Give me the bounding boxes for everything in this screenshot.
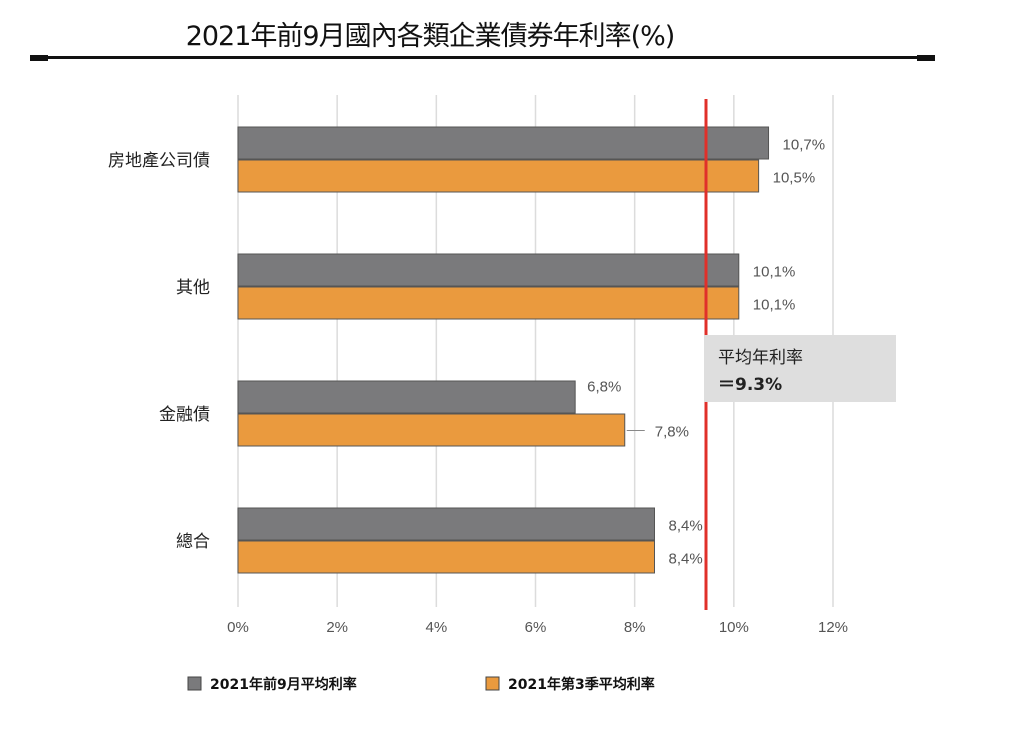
- average-annotation-title: 平均年利率: [718, 348, 803, 368]
- x-tick-label: 6%: [525, 619, 547, 636]
- x-tick-label: 4%: [425, 619, 447, 636]
- bar-ytd: [237, 126, 770, 160]
- data-label: 6,8%: [587, 379, 621, 396]
- x-tick-label: 12%: [818, 619, 848, 636]
- category-label: 其他: [176, 278, 210, 298]
- bar-ytd: [237, 253, 740, 287]
- x-tick-label: 2%: [326, 619, 348, 636]
- legend-swatch: [187, 676, 202, 691]
- x-tick-label: 10%: [719, 619, 749, 636]
- x-tick-label: 0%: [227, 619, 249, 636]
- data-label: 10,1%: [753, 297, 796, 314]
- average-annotation-box: [704, 335, 896, 402]
- title-divider: [30, 55, 935, 61]
- average-annotation-value: ＝9.3%: [718, 375, 782, 395]
- category-label: 房地產公司債: [108, 151, 210, 171]
- bar-q3: [237, 540, 655, 574]
- category-label: 金融債: [159, 405, 210, 425]
- legend-label: 2021年前9月平均利率: [210, 676, 357, 693]
- legend-swatch: [485, 676, 500, 691]
- category-label: 總合: [176, 532, 210, 552]
- data-label: 8,4%: [669, 518, 703, 535]
- data-label: 10,1%: [753, 264, 796, 281]
- x-tick-label: 8%: [624, 619, 646, 636]
- bar-ytd: [237, 380, 576, 414]
- bar-q3: [237, 413, 626, 447]
- data-label: 7,8%: [655, 424, 689, 441]
- data-label: 10,7%: [783, 137, 826, 154]
- legend-label: 2021年第3季平均利率: [508, 676, 655, 693]
- data-label: 10,5%: [773, 170, 816, 187]
- bar-ytd: [237, 507, 655, 541]
- chart-title: 2021年前9月國內各類企業債券年利率(%): [185, 21, 676, 52]
- bar-q3: [237, 159, 760, 193]
- bar-q3: [237, 286, 740, 320]
- data-label: 8,4%: [669, 551, 703, 568]
